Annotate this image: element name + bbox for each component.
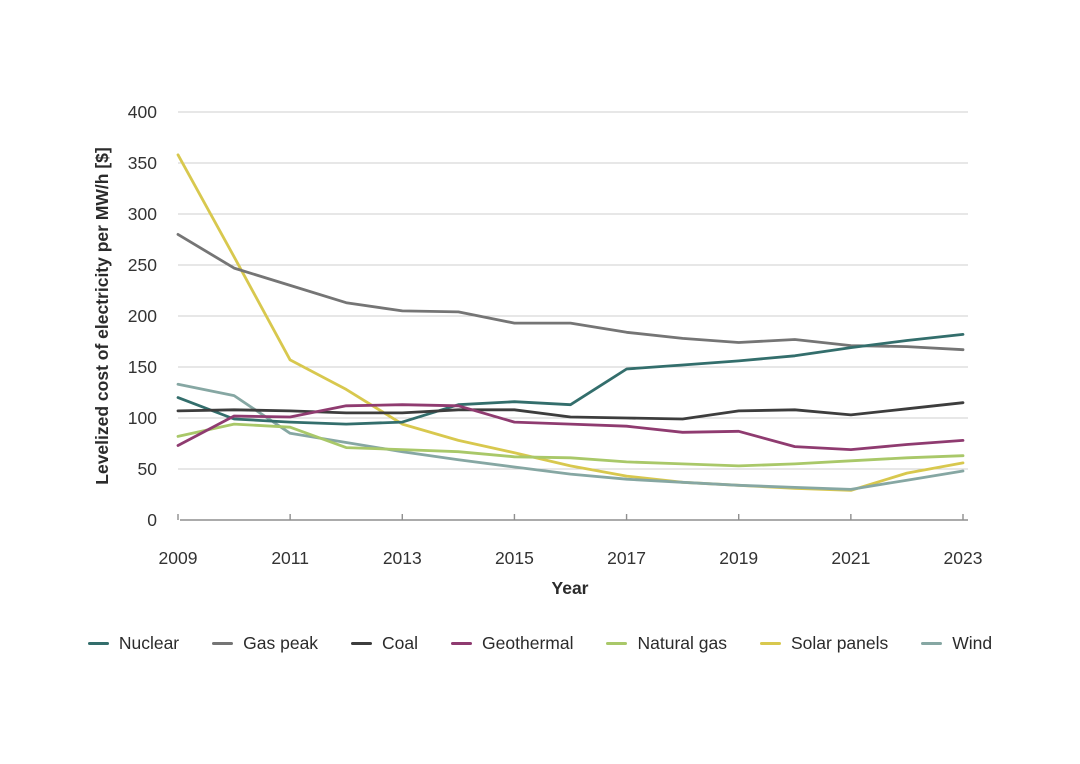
gridlines xyxy=(178,111,968,470)
legend-dash-solar-panels-icon xyxy=(759,641,781,646)
legend-label-solar-panels: Solar panels xyxy=(790,633,889,653)
legend-label-gas-peak: Gas peak xyxy=(243,633,319,653)
legend-dash-wind-icon xyxy=(921,641,943,646)
y-axis-title: Levelized cost of electricity per MW/h [… xyxy=(92,147,112,484)
y-tick-label: 100 xyxy=(128,408,157,428)
x-axis-title: Year xyxy=(552,578,589,598)
legend-dash-gas-peak-icon xyxy=(212,641,234,646)
legend-label-geothermal: Geothermal xyxy=(482,633,574,653)
x-tick-label: 2011 xyxy=(271,548,309,568)
legend: Nuclear Gas peak Coal Geothermal Natural gas… xyxy=(0,633,1080,654)
y-tick-label: 200 xyxy=(128,306,157,326)
series-line-gas-peak xyxy=(176,232,965,352)
series-line-nuclear xyxy=(176,332,965,426)
y-tick-label: 350 xyxy=(128,153,157,173)
y-tick-label: 250 xyxy=(128,255,157,275)
y-tick-label: 150 xyxy=(128,357,157,377)
series-line-natural-gas xyxy=(176,422,965,468)
legend-item-wind: Wind xyxy=(921,633,992,654)
legend-label-nuclear: Nuclear xyxy=(118,633,180,653)
y-tick-label: 50 xyxy=(138,459,158,479)
legend-item-solar-panels: Solar panels xyxy=(759,633,889,654)
x-tick-label: 2013 xyxy=(383,548,422,568)
series-line-coal xyxy=(176,401,965,421)
legend-dash-nuclear-icon xyxy=(87,641,109,646)
series-line-geothermal xyxy=(176,403,965,452)
legend-item-geothermal: Geothermal xyxy=(451,633,573,654)
x-tick-label: 2021 xyxy=(831,548,870,568)
axes xyxy=(177,514,968,521)
legend-label-wind: Wind xyxy=(952,633,993,653)
x-tick-label: 2009 xyxy=(159,548,198,568)
x-tick-label: 2023 xyxy=(944,548,983,568)
y-tick-label: 400 xyxy=(128,102,157,122)
line-chart: 0 50 100 150 200 250 300 350 400 2009 2011 2013 2015… xyxy=(92,102,983,598)
legend-item-gas-peak: Gas peak xyxy=(212,633,318,654)
legend-item-coal: Coal xyxy=(351,633,418,654)
tick-labels: 0 50 100 150 200 250 300 350 400 2009 2011 2013 2015… xyxy=(128,102,983,568)
legend-label-coal: Coal xyxy=(382,633,419,653)
legend-label-natural-gas: Natural gas xyxy=(637,633,727,653)
legend-dash-coal-icon xyxy=(351,641,373,646)
series-lines xyxy=(176,153,965,492)
y-tick-label: 0 xyxy=(147,510,157,530)
legend-dash-geothermal-icon xyxy=(451,641,473,646)
x-tick-label: 2015 xyxy=(495,548,534,568)
x-tick-label: 2019 xyxy=(719,548,758,568)
legend-dash-natural-gas-icon xyxy=(606,641,628,646)
series-line-wind xyxy=(176,382,965,491)
legend-item-natural-gas: Natural gas xyxy=(606,633,727,654)
y-tick-label: 300 xyxy=(128,204,157,224)
x-tick-label: 2017 xyxy=(607,548,646,568)
legend-item-nuclear: Nuclear xyxy=(87,633,180,654)
